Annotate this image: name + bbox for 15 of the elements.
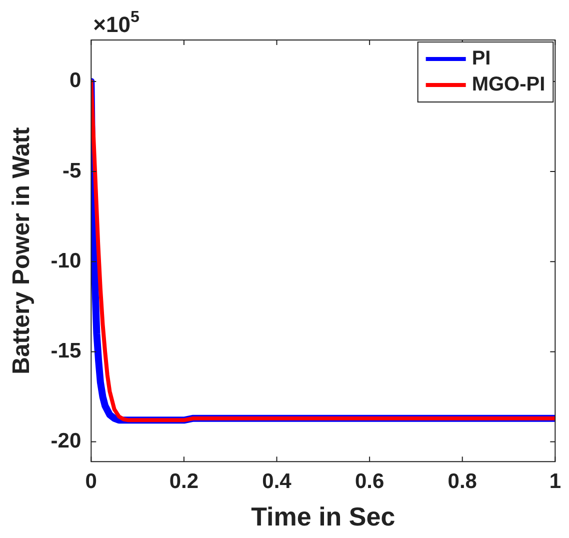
x-tick-label: 0.2 — [169, 470, 199, 493]
y-tick-label: -20 — [50, 430, 82, 453]
x-tick-label: 0 — [85, 470, 97, 493]
y-tick-label: -15 — [50, 339, 82, 362]
y-tick-label: -10 — [50, 249, 82, 272]
legend-label: MGO-PI — [472, 74, 546, 96]
x-axis-title: Time in Sec — [251, 502, 396, 532]
x-tick-label: 0.4 — [262, 470, 292, 493]
y-tick-label: -5 — [62, 159, 82, 182]
x-tick-label: 0.6 — [354, 470, 384, 493]
y-axis-title: Battery Power in Watt — [8, 127, 36, 374]
x-tick-label: 1 — [549, 470, 562, 493]
legend-label: PI — [472, 48, 491, 70]
x-tick-label: 0.8 — [448, 470, 478, 493]
y-tick-label: 0 — [69, 69, 82, 92]
